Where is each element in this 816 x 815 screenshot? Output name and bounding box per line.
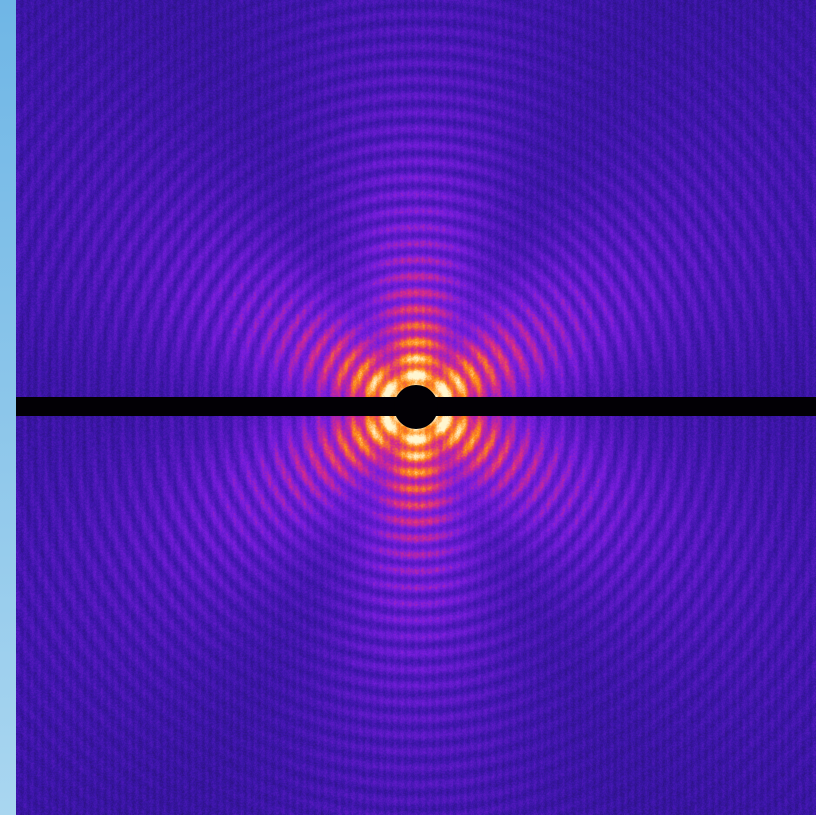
- beamstop-disc: [394, 385, 438, 429]
- left-edge-strip: [0, 0, 16, 815]
